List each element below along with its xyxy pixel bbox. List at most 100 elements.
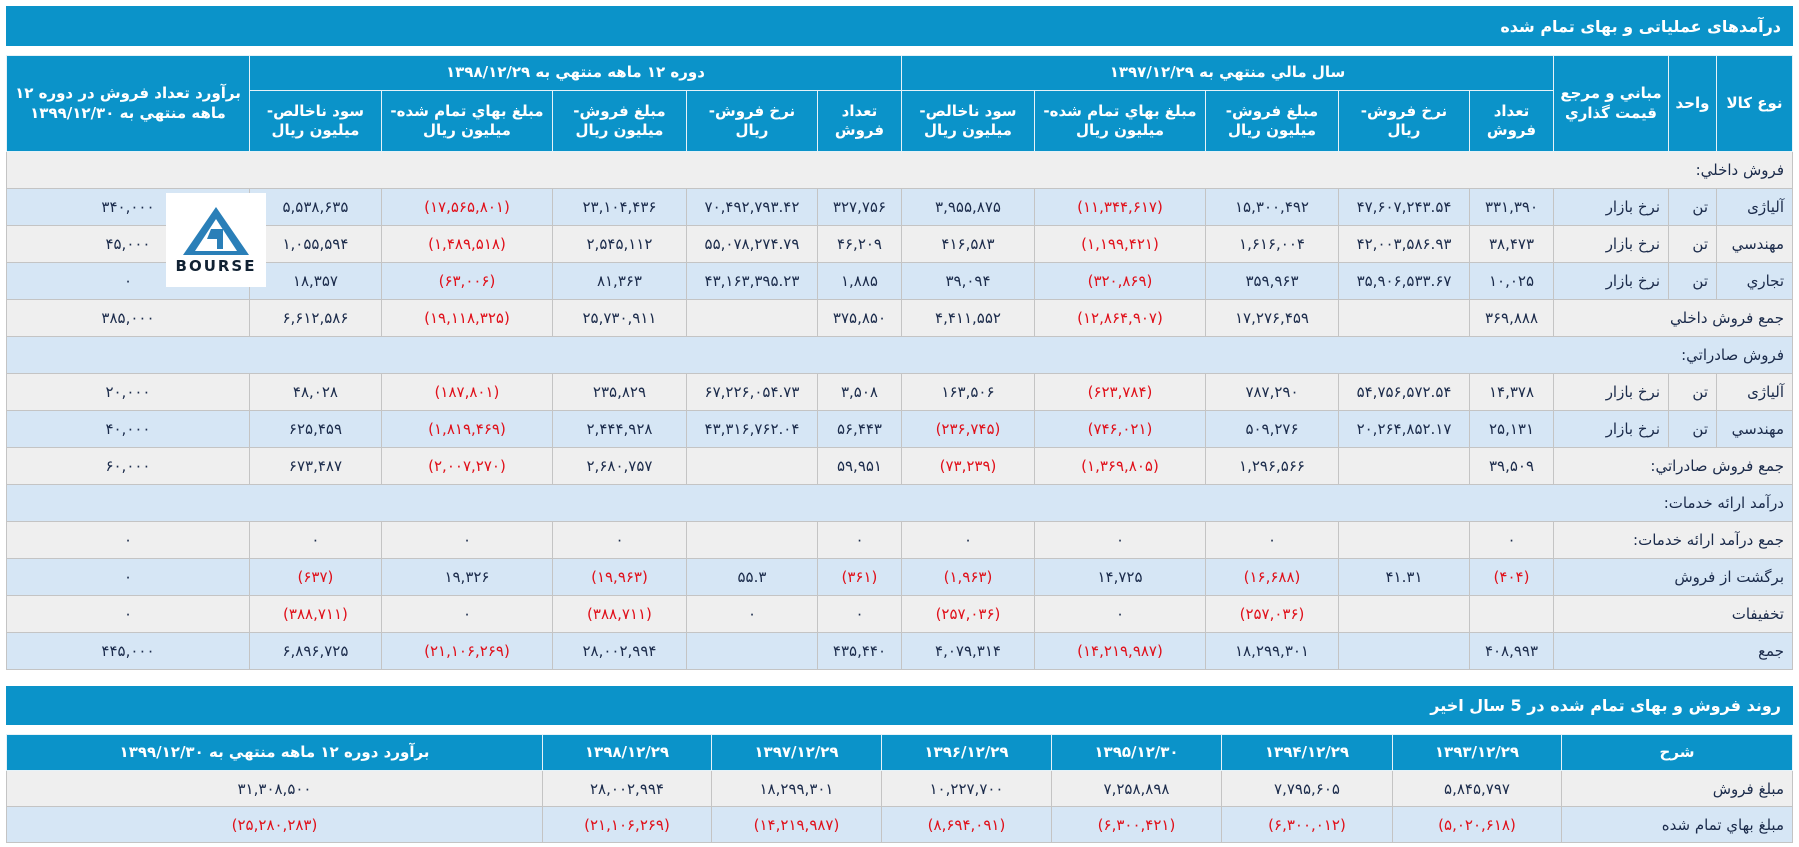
- value-cell: (۶,۳۰۰,۴۲۱): [1051, 806, 1222, 843]
- basis-cell: نرخ بازار: [1553, 410, 1669, 448]
- value-cell: ۱,۰۵۵,۵۹۴: [248, 225, 382, 263]
- value-cell: ۸۱,۳۶۳: [551, 262, 687, 300]
- row-label: تخفیفات: [1553, 595, 1793, 633]
- item-cell: آلیاژی: [1716, 188, 1793, 226]
- value-cell: (۱۱,۳۴۴,۶۱۷): [1034, 188, 1206, 226]
- value-cell: ۱۸,۲۹۹,۳۰۱: [1205, 632, 1339, 670]
- value-cell: ۵,۸۴۵,۷۹۷: [1392, 770, 1562, 807]
- value-cell: ۴۳۵,۴۴۰: [816, 632, 902, 670]
- empty-cell: [1338, 632, 1470, 670]
- value-cell: (۳۸۸,۷۱۱): [248, 595, 382, 633]
- value-cell: ۱۵,۳۰۰,۴۹۲: [1205, 188, 1339, 226]
- group-header: سال مالي منتهي به ۱۳۹۷/۱۲/۲۹: [900, 55, 1555, 91]
- value-cell: ۳۱,۳۰۸,۵۰۰: [6, 770, 543, 807]
- value-cell: ۲۳۵,۸۲۹: [551, 373, 687, 411]
- value-cell: (۱۷,۵۶۵,۸۰۱): [380, 188, 553, 226]
- value-cell: ۲۵,۷۳۰,۹۱۱: [551, 299, 687, 337]
- value-cell: ۵۰۹,۲۷۶: [1205, 410, 1339, 448]
- value-cell: (۷۴۶,۰۲۱): [1034, 410, 1206, 448]
- value-cell: (۶,۳۰۰,۰۱۲): [1221, 806, 1393, 843]
- value-cell: (۱۹,۱۱۸,۳۲۵): [380, 299, 553, 337]
- value-cell: (۳۲۰,۸۶۹): [1034, 262, 1206, 300]
- value-cell: ۳۶۹,۸۸۸: [1469, 299, 1554, 337]
- table-row: فروش داخلي:: [6, 151, 1793, 189]
- value-cell: ۰: [248, 521, 382, 559]
- value-cell: ۶۷,۲۲۶,۰۵۴.۷۳: [685, 373, 818, 411]
- value-cell: ۰: [551, 521, 687, 559]
- value-cell: ۱,۶۱۶,۰۰۴: [1205, 225, 1339, 263]
- logo: BOURSE: [166, 193, 266, 287]
- empty-cell: [1338, 447, 1470, 485]
- header-row: نوع کالا واحد مباني و مرجع قيمت گذاري سال م…: [6, 55, 1793, 152]
- value-cell: (۲,۰۰۷,۲۷۰): [380, 447, 553, 485]
- sub-header: مبلغ فروش- ميليون ريال: [551, 90, 687, 152]
- value-cell: ۴۸,۰۲۸: [248, 373, 382, 411]
- value-cell: ۳۹,۵۰۹: [1469, 447, 1554, 485]
- value-cell: ۱۰,۲۲۷,۷۰۰: [881, 770, 1052, 807]
- value-cell: ۶۰,۰۰۰: [6, 447, 250, 485]
- value-cell: ۶,۶۱۲,۵۸۶: [248, 299, 382, 337]
- table-row: آلیاژی تن نرخ بازار ۱۴,۳۷۸ ۵۴,۷۵۶,۵۷۲.۵۴ ۷۸۷,…: [6, 373, 1793, 411]
- value-cell: (۱۹,۹۶۳): [551, 558, 687, 596]
- sub-header: مبلغ فروش- ميليون ريال: [1205, 90, 1339, 152]
- empty-cell: [685, 521, 818, 559]
- group-header: دوره ۱۲ ماهه منتهي به ۱۳۹۸/۱۲/۲۹: [248, 55, 902, 91]
- value-cell: ۴۱۶,۵۸۳: [900, 225, 1036, 263]
- value-cell: (۲۱,۱۰۶,۲۶۹): [380, 632, 553, 670]
- value-cell: ۲۰,۰۰۰: [6, 373, 250, 411]
- sub-header: سود ناخالص- ميليون ريال: [248, 90, 382, 152]
- value-cell: ۰: [380, 521, 553, 559]
- column-header: واحد: [1668, 55, 1717, 152]
- row-label: درآمد ارائه خدمات:: [6, 484, 1793, 522]
- value-cell: (۷۳,۲۳۹): [900, 447, 1036, 485]
- row-label: مبلغ بهاي تمام شده: [1561, 806, 1793, 843]
- value-cell: ۴۳,۱۶۳,۳۹۵.۲۳: [685, 262, 818, 300]
- value-cell: ۲۸,۰۰۲,۹۹۴: [551, 632, 687, 670]
- unit-cell: تن: [1668, 225, 1717, 263]
- value-cell: ۳۵۹,۹۶۳: [1205, 262, 1339, 300]
- table-row: تجاري تن نرخ بازار ۱۰,۰۲۵ ۳۵,۹۰۶,۵۳۳.۶۷ ۳۵۹,۹…: [6, 262, 1793, 300]
- row-label: فروش صادراتي:: [6, 336, 1793, 374]
- sub-header: تعداد فروش: [816, 90, 902, 152]
- value-cell: ۱۷,۲۷۶,۴۵۹: [1205, 299, 1339, 337]
- column-header: نوع کالا: [1716, 55, 1793, 152]
- value-cell: ۰: [6, 558, 250, 596]
- empty-cell: [685, 632, 818, 670]
- column-header: برآورد تعداد فروش در دوره ۱۲ ماهه منتهي …: [6, 55, 250, 152]
- value-cell: ۳۳۱,۳۹۰: [1469, 188, 1554, 226]
- empty-cell: [1338, 299, 1470, 337]
- value-cell: ۰: [900, 521, 1036, 559]
- value-cell: ۱۶۳,۵۰۶: [900, 373, 1036, 411]
- value-cell: ۰: [816, 521, 902, 559]
- section-title: درآمدهای عملیاتی و بهای تمام شده: [6, 6, 1793, 46]
- column-header: ۱۳۹۷/۱۲/۲۹: [711, 734, 882, 771]
- value-cell: (۱,۸۱۹,۴۶۹): [380, 410, 553, 448]
- value-cell: ۴۰۸,۹۹۳: [1469, 632, 1554, 670]
- trend-table: شرح ۱۳۹۳/۱۲/۲۹ ۱۳۹۴/۱۲/۲۹ ۱۳۹۵/۱۲/۳۰ ۱۳۹۶/۱۲…: [6, 734, 1793, 843]
- value-cell: (۲۵۷,۰۳۶): [1205, 595, 1339, 633]
- value-cell: ۳۷۵,۸۵۰: [816, 299, 902, 337]
- row-label: برگشت از فروش: [1553, 558, 1793, 596]
- item-cell: مهندسي: [1716, 410, 1793, 448]
- value-cell: ۴۱.۳۱: [1338, 558, 1470, 596]
- item-cell: مهندسي: [1716, 225, 1793, 263]
- sub-header: مبلغ بهاي تمام شده- ميليون ريال: [1034, 90, 1206, 152]
- unit-cell: تن: [1668, 410, 1717, 448]
- item-cell: تجاري: [1716, 262, 1793, 300]
- value-cell: ۰: [1034, 595, 1206, 633]
- value-cell: ۴,۰۷۹,۳۱۴: [900, 632, 1036, 670]
- value-cell: (۶۲۳,۷۸۴): [1034, 373, 1206, 411]
- value-cell: (۱۴,۲۱۹,۹۸۷): [711, 806, 882, 843]
- value-cell: ۵۶,۴۴۳: [816, 410, 902, 448]
- table-row: جمع ۴۰۸,۹۹۳ ۱۸,۲۹۹,۳۰۱ (۱۴,۲۱۹,۹۸۷) ۴,۰۷۹,۳۱…: [6, 632, 1793, 670]
- value-cell: ۰: [685, 595, 818, 633]
- value-cell: ۵۴,۷۵۶,۵۷۲.۵۴: [1338, 373, 1470, 411]
- table-row: مبلغ بهاي تمام شده (۵,۰۲۰,۶۱۸) (۶,۳۰۰,۰۱۲)…: [6, 806, 1793, 843]
- value-cell: ۶۷۳,۴۸۷: [248, 447, 382, 485]
- value-cell: (۱,۳۶۹,۸۰۵): [1034, 447, 1206, 485]
- value-cell: ۳۵,۹۰۶,۵۳۳.۶۷: [1338, 262, 1470, 300]
- value-cell: (۲۱,۱۰۶,۲۶۹): [542, 806, 712, 843]
- value-cell: ۲۸,۰۰۲,۹۹۴: [542, 770, 712, 807]
- value-cell: (۳۶۱): [816, 558, 902, 596]
- logo-mark: [183, 207, 249, 255]
